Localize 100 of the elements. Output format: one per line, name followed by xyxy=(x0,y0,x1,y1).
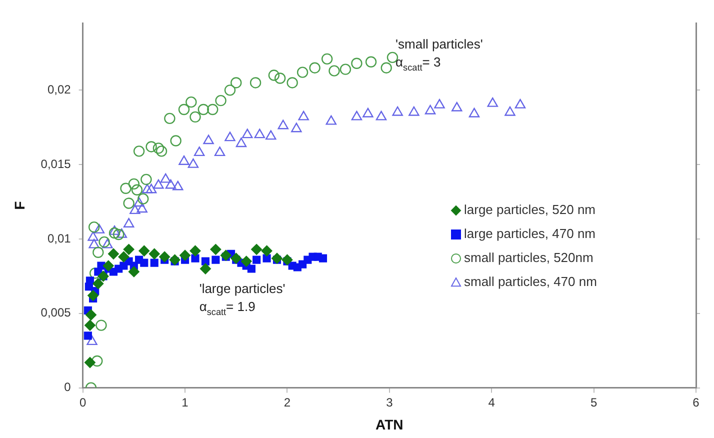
point xyxy=(200,263,211,274)
point xyxy=(88,290,99,302)
point xyxy=(88,238,100,248)
point xyxy=(190,245,201,256)
point xyxy=(88,221,100,233)
point xyxy=(261,245,272,256)
point xyxy=(86,336,98,346)
point xyxy=(424,104,436,114)
point xyxy=(84,320,96,331)
point xyxy=(252,256,261,264)
point xyxy=(240,256,252,267)
point xyxy=(328,65,340,76)
point xyxy=(188,158,199,168)
point xyxy=(242,128,253,138)
point xyxy=(134,197,144,207)
x-tick-label: 6 xyxy=(692,395,700,410)
point xyxy=(92,246,104,258)
point xyxy=(268,70,280,81)
point xyxy=(113,228,124,240)
point xyxy=(178,156,190,165)
point xyxy=(142,184,153,194)
point xyxy=(254,128,265,138)
y-tick-label: 0,02 xyxy=(47,82,72,96)
point xyxy=(146,141,157,152)
point xyxy=(278,120,288,130)
point xyxy=(250,77,262,88)
point xyxy=(272,252,282,264)
point xyxy=(351,110,362,120)
point xyxy=(220,250,232,261)
point xyxy=(84,357,96,368)
point xyxy=(224,132,236,142)
point xyxy=(214,146,226,156)
point xyxy=(380,62,392,74)
x-tick-label: 5 xyxy=(590,395,598,410)
point xyxy=(172,180,184,190)
point xyxy=(210,244,222,255)
point xyxy=(186,96,197,108)
point xyxy=(468,108,480,118)
point xyxy=(138,193,149,204)
point xyxy=(86,276,94,285)
point xyxy=(180,250,191,261)
point xyxy=(340,64,352,75)
point xyxy=(321,53,333,65)
point xyxy=(123,218,134,228)
point xyxy=(92,355,103,367)
y-tick-label: 0,015 xyxy=(40,156,72,171)
point xyxy=(108,227,120,239)
point xyxy=(251,244,262,255)
point xyxy=(262,254,271,262)
point xyxy=(108,248,119,260)
point xyxy=(178,104,190,116)
point xyxy=(224,84,236,96)
point xyxy=(504,106,516,116)
point xyxy=(230,252,242,264)
x-tick-label: 3 xyxy=(386,395,394,410)
point xyxy=(236,138,247,148)
point xyxy=(487,97,498,107)
x-axis-title: ATN xyxy=(376,416,404,432)
point xyxy=(326,115,337,125)
point xyxy=(191,254,200,262)
point xyxy=(296,66,308,78)
point xyxy=(230,77,242,88)
point xyxy=(365,56,377,68)
point xyxy=(165,179,176,189)
point xyxy=(128,266,140,278)
point xyxy=(92,278,104,290)
x-tick-label: 0 xyxy=(79,395,86,410)
point xyxy=(150,258,158,267)
point xyxy=(282,254,293,266)
point xyxy=(318,254,328,262)
point xyxy=(136,203,148,213)
point xyxy=(212,256,220,264)
point xyxy=(146,184,157,194)
point xyxy=(98,236,110,248)
point xyxy=(207,104,218,116)
point xyxy=(116,228,128,238)
point xyxy=(392,106,403,116)
point xyxy=(298,110,309,120)
y-axis-title: F xyxy=(11,200,28,210)
point xyxy=(130,204,140,214)
point xyxy=(109,225,120,235)
x-tick-label: 4 xyxy=(488,395,496,410)
point xyxy=(118,251,130,262)
point xyxy=(194,146,205,156)
point xyxy=(140,258,148,267)
point xyxy=(120,182,132,194)
point xyxy=(434,98,445,108)
point xyxy=(148,248,160,260)
point xyxy=(452,102,462,112)
point xyxy=(514,98,526,108)
point xyxy=(133,146,145,157)
point xyxy=(170,135,182,146)
point xyxy=(123,198,134,209)
point xyxy=(88,231,98,241)
point xyxy=(169,254,180,266)
point xyxy=(201,257,210,266)
point xyxy=(86,309,97,320)
point xyxy=(203,134,214,144)
point xyxy=(156,146,168,157)
point xyxy=(247,264,256,273)
